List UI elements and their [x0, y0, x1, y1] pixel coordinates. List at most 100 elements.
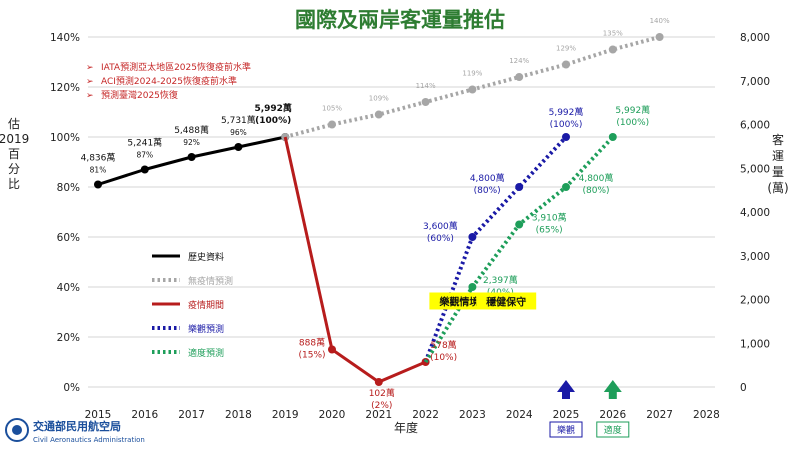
scenario-box: [429, 292, 490, 310]
data-point: [140, 165, 149, 174]
legend-label: 歷史資料: [188, 251, 224, 263]
legend-label: 無疫情預測: [188, 275, 233, 287]
x-tick-label: 2027: [646, 409, 673, 421]
scenario-label: 穩健保守: [485, 296, 526, 309]
data-label: 2,397萬: [483, 274, 518, 286]
data-point: [374, 110, 383, 119]
data-point: [562, 183, 570, 191]
data-point: [421, 98, 430, 106]
y-right-axis-label: 客: [772, 132, 784, 147]
data-label: (100%): [616, 118, 649, 128]
x-tick-label: 2021: [365, 409, 392, 421]
series-line: [423, 135, 615, 364]
legend-label: 適度預測: [188, 347, 224, 359]
data-label: 4,836萬: [81, 152, 116, 164]
data-label: 4,800萬: [579, 172, 614, 184]
note-text: IATA預測亞太地區2025恢復疫前水準: [101, 61, 251, 73]
up-arrow-icon: [557, 380, 575, 399]
scenario-box: [476, 292, 537, 310]
series-line: [283, 136, 427, 384]
data-label: 105%: [322, 105, 342, 113]
y-left-axis-label: 百: [8, 147, 20, 161]
x-tick-label: 2020: [319, 409, 346, 421]
arrow-label: 樂觀: [557, 424, 575, 436]
y-right-tick-label: 7,000: [740, 76, 770, 88]
y-right-tick-label: 0: [740, 382, 747, 394]
note-text: ACI預測2024-2025恢復疫前水準: [101, 75, 237, 87]
data-label: 5,241萬: [127, 137, 162, 149]
data-point: [655, 33, 664, 41]
data-point: [515, 183, 524, 191]
arrow-label-box: [549, 421, 583, 438]
data-point: [468, 233, 477, 241]
data-label: 81%: [90, 166, 107, 175]
x-tick-label: 2015: [85, 409, 112, 421]
x-tick-label: 2022: [412, 409, 439, 421]
y-right-tick-label: 6,000: [740, 120, 770, 132]
data-label: 888萬: [299, 337, 325, 349]
data-label: 5,992萬: [549, 106, 584, 118]
data-label: (100%): [550, 120, 583, 130]
data-label: (15%): [298, 351, 325, 361]
x-tick-label: 2024: [506, 409, 533, 421]
y-right-tick-label: 5,000: [740, 163, 770, 175]
x-tick-label: 2018: [225, 409, 252, 421]
data-label: 129%: [556, 45, 576, 53]
x-axis-label: 年度: [394, 420, 418, 435]
note-bullet: ➢: [86, 77, 94, 87]
scenario-label: 樂觀情境: [439, 296, 479, 309]
x-tick-label: 2028: [693, 409, 720, 421]
legend-label: 疫情期間: [188, 299, 224, 311]
x-tick-label: 2019: [272, 409, 299, 421]
data-point: [562, 60, 570, 69]
y-left-axis-label: 分: [8, 162, 20, 176]
data-label: 114%: [416, 82, 436, 90]
data-label: (100%): [255, 116, 291, 126]
data-label: 96%: [230, 128, 247, 137]
y-right-axis-label: 運: [772, 149, 784, 163]
data-label: 102萬: [369, 387, 395, 399]
data-label: 4,800萬: [470, 172, 505, 184]
note-bullet: ➢: [86, 91, 94, 101]
y-left-tick-label: 40%: [57, 282, 80, 294]
data-label: 578萬: [431, 339, 457, 351]
x-tick-label: 2017: [178, 409, 205, 421]
x-tick-label: 2016: [131, 409, 158, 421]
data-point: [562, 133, 570, 141]
y-right-axis-label: 量: [772, 165, 784, 179]
data-label: 119%: [462, 70, 482, 78]
logo-name: 交通部民用航空局: [33, 419, 121, 433]
data-label: (2%): [371, 401, 392, 411]
data-label: (10%): [430, 353, 457, 363]
data-point: [468, 283, 477, 291]
data-point: [234, 143, 243, 151]
data-point: [515, 73, 524, 81]
arrow-label: 適度: [604, 424, 622, 436]
data-point: [187, 153, 196, 161]
data-point: [608, 133, 617, 141]
note-text: 預測臺灣2025恢復: [101, 89, 178, 101]
y-right-tick-label: 8,000: [740, 32, 770, 44]
data-label: 87%: [136, 151, 153, 160]
data-point: [374, 378, 383, 386]
y-left-tick-label: 0%: [63, 382, 80, 394]
data-point: [608, 45, 617, 54]
data-label: (80%): [474, 186, 501, 196]
data-label: (65%): [536, 226, 563, 236]
data-label: 124%: [509, 57, 529, 65]
y-left-tick-label: 120%: [50, 82, 80, 94]
data-point: [515, 220, 524, 229]
data-point: [328, 345, 336, 354]
legend-label: 樂觀預測: [188, 323, 224, 335]
x-tick-label: 2023: [459, 409, 486, 421]
y-left-tick-label: 100%: [50, 132, 80, 144]
logo-emblem-icon: [5, 418, 29, 442]
data-label: 5,992萬: [615, 104, 650, 116]
data-label: 5,992萬: [254, 102, 291, 114]
chart-title: 國際及兩岸客運量推估: [295, 8, 505, 32]
data-label: 5,488萬: [174, 124, 209, 136]
x-tick-label: 2026: [599, 409, 626, 421]
data-label: (60%): [427, 234, 454, 244]
data-label: 135%: [603, 30, 623, 38]
